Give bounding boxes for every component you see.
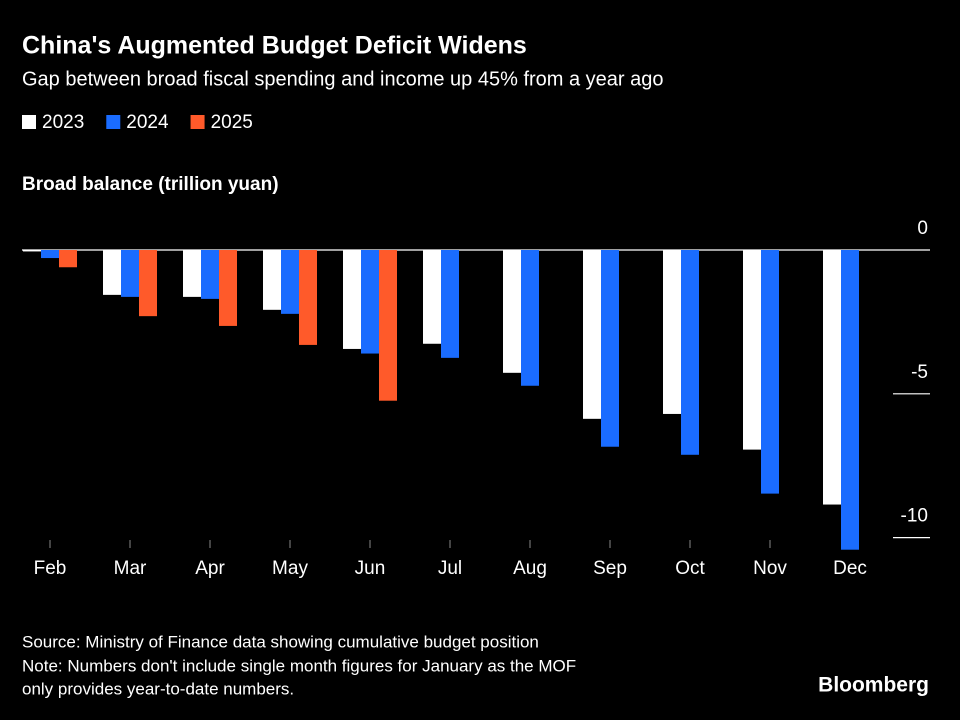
- chart-title: China's Augmented Budget Deficit Widens: [22, 32, 527, 60]
- bar: [299, 250, 317, 345]
- bar: [761, 250, 779, 494]
- bar: [361, 250, 379, 354]
- bar: [263, 250, 281, 310]
- bar: [23, 250, 41, 252]
- bar: [281, 250, 299, 314]
- x-tick-label: Feb: [34, 558, 67, 579]
- note: Note: Numbers don't include single month…: [22, 656, 576, 675]
- legend-label: 2023: [42, 112, 84, 133]
- bar: [743, 250, 761, 450]
- y-tick-label: -10: [901, 506, 928, 527]
- bar: [521, 250, 539, 386]
- note: only provides year-to-date numbers.: [22, 679, 294, 698]
- bar: [139, 250, 157, 317]
- bar: [503, 250, 521, 373]
- legend-label: 2024: [126, 112, 169, 133]
- x-tick-label: Aug: [513, 558, 547, 579]
- brand: Bloomberg: [818, 674, 929, 697]
- bar: [681, 250, 699, 455]
- bar: [583, 250, 601, 419]
- source: Source: Ministry of Finance data showing…: [22, 632, 539, 651]
- bar: [663, 250, 681, 414]
- x-tick-label: Nov: [753, 558, 787, 579]
- bar: [423, 250, 441, 344]
- legend-swatch: [190, 115, 205, 129]
- x-tick-label: Oct: [675, 558, 705, 579]
- x-tick-label: Jun: [355, 558, 386, 579]
- bar: [41, 250, 59, 259]
- bar: [201, 250, 219, 299]
- legend-swatch: [22, 115, 36, 129]
- x-tick-label: Dec: [833, 558, 867, 579]
- bar: [121, 250, 139, 297]
- x-tick-label: Sep: [593, 558, 627, 579]
- bar: [441, 250, 459, 358]
- x-tick-label: Jul: [438, 558, 462, 579]
- bar: [823, 250, 841, 505]
- y-tick-label: -5: [911, 362, 928, 383]
- bar: [601, 250, 619, 447]
- x-tick-label: Apr: [195, 558, 225, 579]
- bar: [183, 250, 201, 297]
- bar: [343, 250, 361, 349]
- chart-subtitle: Gap between broad fiscal spending and in…: [22, 68, 664, 90]
- axis-title: Broad balance (trillion yuan): [22, 174, 279, 195]
- bar: [59, 250, 77, 268]
- bar: [219, 250, 237, 326]
- bar: [841, 250, 859, 550]
- y-tick-label: 0: [917, 218, 928, 239]
- x-tick-label: Mar: [114, 558, 147, 579]
- legend-swatch: [106, 115, 121, 129]
- legend-label: 2025: [211, 112, 253, 133]
- x-tick-label: May: [272, 558, 308, 579]
- bar: [379, 250, 397, 401]
- bar: [103, 250, 121, 295]
